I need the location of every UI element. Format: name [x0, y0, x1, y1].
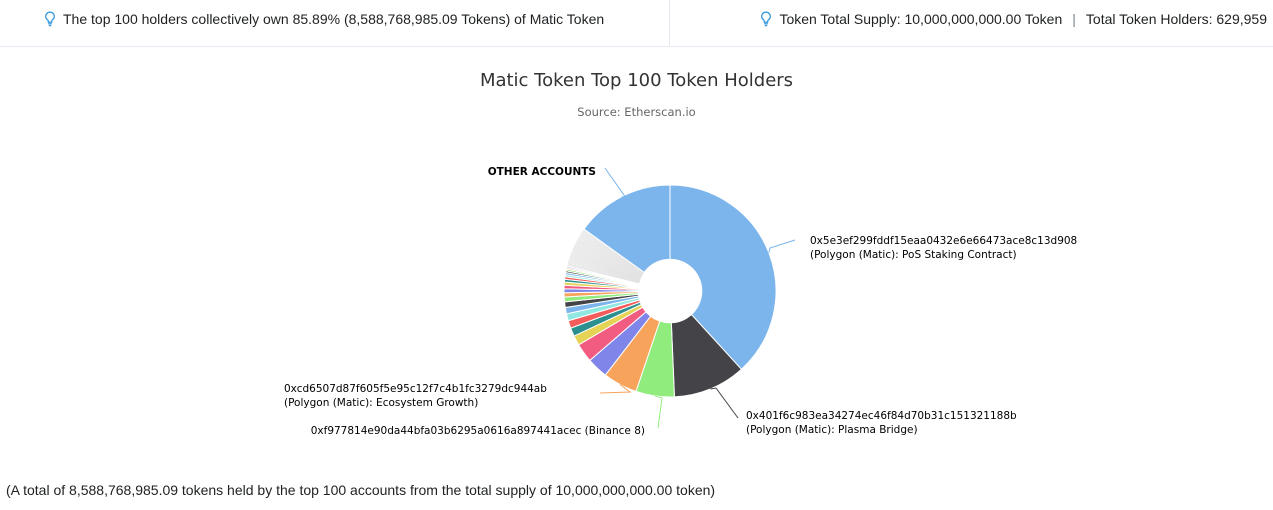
pie-slice-divider [574, 244, 642, 278]
pie-slice-divider [569, 255, 641, 281]
pie-slice-divider [580, 233, 644, 275]
pie-slice-divider [576, 240, 643, 277]
pie-slice-divider [567, 261, 640, 283]
pie-slice-divider [567, 264, 640, 284]
total-holders-text: Total Token Holders: 629,959 [1085, 11, 1267, 27]
label-connector [710, 387, 739, 419]
pie-slice-divider [575, 242, 642, 277]
label-connector [604, 167, 628, 199]
top-holders-text: The top 100 holders collectively own 85.… [63, 11, 605, 27]
top-holders-summary: The top 100 holders collectively own 85.… [44, 11, 604, 27]
holders-pie-chart: 0x5e3ef299fddf15eaa0432e6e66473ace8c13d9… [284, 166, 1077, 437]
pie-slice-divider [571, 250, 641, 280]
pie-slice-divider [570, 252, 641, 280]
pie-slice-divider [568, 260, 640, 283]
pie-slice-divider [570, 254, 641, 281]
slice-label: 0x5e3ef299fddf15eaa0432e6e66473ace8c13d9… [810, 235, 1077, 261]
label-connector [768, 239, 796, 253]
lightbulb-icon [761, 11, 772, 27]
lightbulb-icon [45, 11, 55, 27]
pie-slice[interactable] [583, 184, 671, 274]
slice-label: 0x401f6c983ea34274ec46f84d70b31c15132118… [746, 410, 1017, 436]
pie-slice-divider [581, 232, 644, 274]
separator: | [1072, 11, 1076, 27]
pie-slice-divider [577, 238, 643, 276]
total-supply-text: Token Total Supply: 10,000,000,000.00 To… [779, 11, 1063, 27]
pie-slice-divider [577, 239, 643, 276]
chart-subtitle: Source: Etherscan.io [577, 105, 696, 119]
pie-slice-divider [572, 249, 641, 279]
chart-title: Matic Token Top 100 Token Holders [479, 70, 794, 91]
pie-slice-divider [582, 231, 644, 274]
pie-slice-divider [574, 245, 642, 278]
summary-bar: The top 100 holders collectively own 85.… [0, 0, 1273, 47]
summary-divider [669, 0, 670, 46]
slice-label: OTHER ACCOUNTS [488, 166, 596, 178]
pie-slice-divider [575, 241, 642, 277]
pie-slice-divider [572, 247, 642, 279]
pie-slice-divider [583, 229, 645, 273]
label-connector [599, 384, 632, 394]
pie-slice-divider [571, 251, 641, 280]
pie-slice-divider [569, 258, 640, 282]
pie-slice-divider [578, 236, 643, 276]
label-connector [654, 395, 663, 429]
pie-slice-divider [579, 235, 643, 275]
slice-label: 0xf977814e90da44bfa03b6295a0616a897441ac… [311, 425, 645, 437]
pie-slice[interactable] [669, 184, 777, 371]
pie-slice-divider [579, 234, 644, 275]
pie-slice-divider [573, 246, 642, 279]
pie-slice-divider [568, 259, 640, 282]
supply-summary: Token Total Supply: 10,000,000,000.00 To… [760, 11, 1267, 27]
pie-slice-divider [569, 256, 640, 282]
slice-label: 0xcd6507d87f605f5e95c12f7c4b1fc3279dc944… [284, 383, 547, 409]
pie-slice-divider [567, 263, 640, 284]
footnote: (A total of 8,588,768,985.09 tokens held… [6, 482, 716, 498]
